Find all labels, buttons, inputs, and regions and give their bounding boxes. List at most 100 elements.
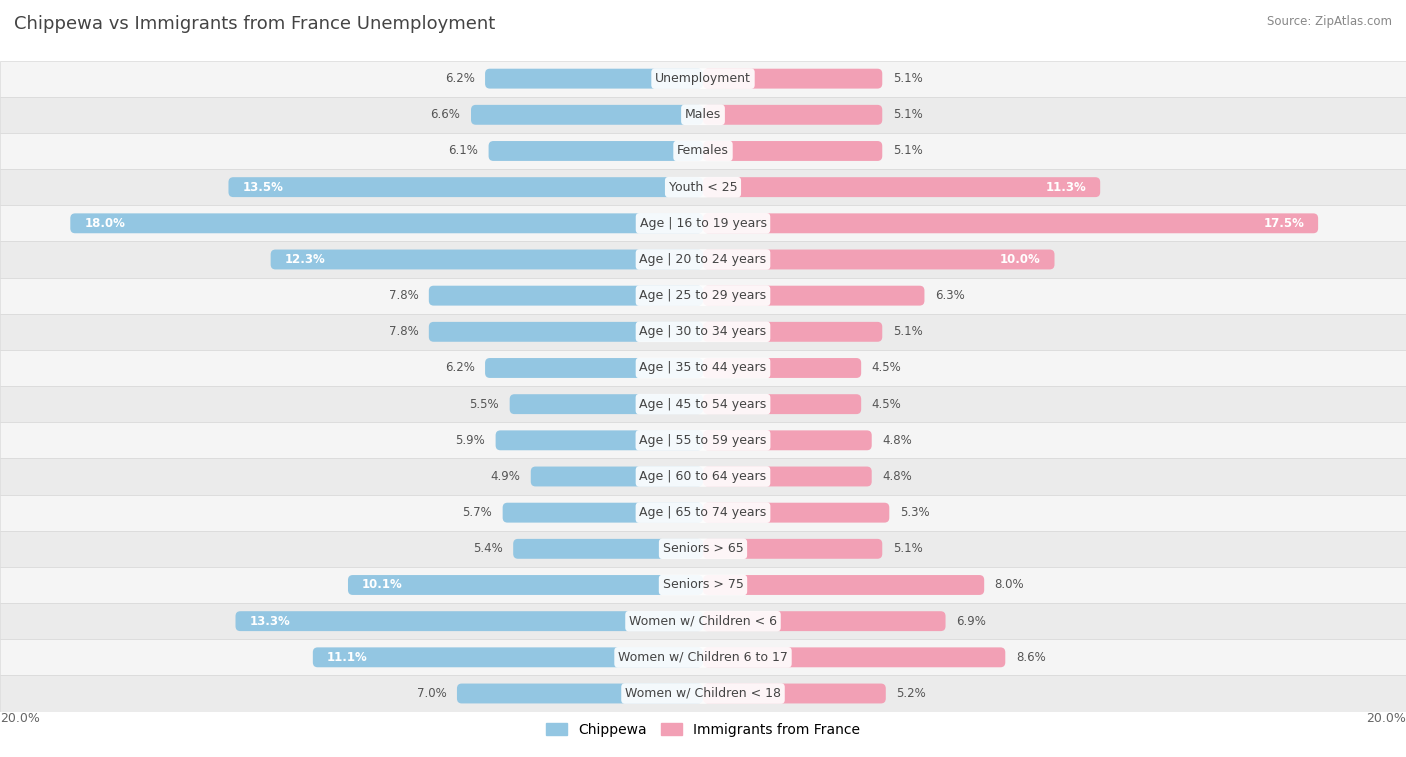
Legend: Chippewa, Immigrants from France: Chippewa, Immigrants from France <box>541 718 865 743</box>
Text: Chippewa vs Immigrants from France Unemployment: Chippewa vs Immigrants from France Unemp… <box>14 15 495 33</box>
Text: 6.3%: 6.3% <box>935 289 965 302</box>
Bar <box>0 205 1406 241</box>
Text: Women w/ Children < 6: Women w/ Children < 6 <box>628 615 778 628</box>
Text: 6.2%: 6.2% <box>444 362 475 375</box>
Text: Youth < 25: Youth < 25 <box>669 181 737 194</box>
Text: Unemployment: Unemployment <box>655 72 751 85</box>
FancyBboxPatch shape <box>485 69 703 89</box>
FancyBboxPatch shape <box>703 647 1005 667</box>
FancyBboxPatch shape <box>531 466 703 487</box>
Text: Age | 20 to 24 years: Age | 20 to 24 years <box>640 253 766 266</box>
Text: 4.8%: 4.8% <box>883 434 912 447</box>
FancyBboxPatch shape <box>703 105 883 125</box>
FancyBboxPatch shape <box>496 431 703 450</box>
Text: Women w/ Children < 18: Women w/ Children < 18 <box>626 687 780 700</box>
Text: 6.6%: 6.6% <box>430 108 461 121</box>
FancyBboxPatch shape <box>703 575 984 595</box>
FancyBboxPatch shape <box>703 394 860 414</box>
Text: Age | 65 to 74 years: Age | 65 to 74 years <box>640 506 766 519</box>
Text: 5.2%: 5.2% <box>897 687 927 700</box>
Text: Age | 30 to 34 years: Age | 30 to 34 years <box>640 326 766 338</box>
FancyBboxPatch shape <box>703 539 883 559</box>
FancyBboxPatch shape <box>489 141 703 161</box>
Text: 5.7%: 5.7% <box>463 506 492 519</box>
Text: Males: Males <box>685 108 721 121</box>
Text: 10.1%: 10.1% <box>363 578 402 591</box>
Text: 13.3%: 13.3% <box>250 615 290 628</box>
Text: 5.1%: 5.1% <box>893 72 922 85</box>
FancyBboxPatch shape <box>703 431 872 450</box>
FancyBboxPatch shape <box>485 358 703 378</box>
Bar <box>0 61 1406 97</box>
Text: 5.1%: 5.1% <box>893 542 922 556</box>
Text: Age | 16 to 19 years: Age | 16 to 19 years <box>640 217 766 230</box>
FancyBboxPatch shape <box>236 611 703 631</box>
Text: Seniors > 75: Seniors > 75 <box>662 578 744 591</box>
Text: 7.0%: 7.0% <box>416 687 447 700</box>
Text: 5.1%: 5.1% <box>893 326 922 338</box>
Text: 8.6%: 8.6% <box>1015 651 1046 664</box>
FancyBboxPatch shape <box>510 394 703 414</box>
Text: 5.1%: 5.1% <box>893 108 922 121</box>
Text: 4.5%: 4.5% <box>872 397 901 410</box>
FancyBboxPatch shape <box>314 647 703 667</box>
FancyBboxPatch shape <box>703 250 1054 269</box>
Bar <box>0 169 1406 205</box>
FancyBboxPatch shape <box>503 503 703 522</box>
Text: 4.5%: 4.5% <box>872 362 901 375</box>
Text: 5.5%: 5.5% <box>470 397 499 410</box>
Bar <box>0 313 1406 350</box>
Text: 11.3%: 11.3% <box>1046 181 1087 194</box>
Bar <box>0 639 1406 675</box>
Bar <box>0 278 1406 313</box>
Text: 8.0%: 8.0% <box>995 578 1025 591</box>
FancyBboxPatch shape <box>471 105 703 125</box>
Text: Age | 55 to 59 years: Age | 55 to 59 years <box>640 434 766 447</box>
Text: 6.1%: 6.1% <box>449 145 478 157</box>
Text: 7.8%: 7.8% <box>388 326 419 338</box>
Bar <box>0 422 1406 459</box>
Text: 11.1%: 11.1% <box>328 651 367 664</box>
FancyBboxPatch shape <box>703 611 945 631</box>
FancyBboxPatch shape <box>703 466 872 487</box>
Bar <box>0 459 1406 494</box>
FancyBboxPatch shape <box>703 285 925 306</box>
Bar <box>0 386 1406 422</box>
Text: 18.0%: 18.0% <box>84 217 125 230</box>
Text: Age | 45 to 54 years: Age | 45 to 54 years <box>640 397 766 410</box>
Bar <box>0 133 1406 169</box>
Text: 6.2%: 6.2% <box>444 72 475 85</box>
FancyBboxPatch shape <box>703 503 889 522</box>
Text: Age | 60 to 64 years: Age | 60 to 64 years <box>640 470 766 483</box>
Text: Females: Females <box>678 145 728 157</box>
Text: 5.3%: 5.3% <box>900 506 929 519</box>
FancyBboxPatch shape <box>349 575 703 595</box>
Text: 5.9%: 5.9% <box>456 434 485 447</box>
Text: Source: ZipAtlas.com: Source: ZipAtlas.com <box>1267 15 1392 28</box>
Bar <box>0 675 1406 712</box>
Bar <box>0 531 1406 567</box>
FancyBboxPatch shape <box>429 285 703 306</box>
FancyBboxPatch shape <box>703 358 860 378</box>
Bar <box>0 241 1406 278</box>
FancyBboxPatch shape <box>229 177 703 197</box>
Text: 12.3%: 12.3% <box>285 253 325 266</box>
Text: 4.8%: 4.8% <box>883 470 912 483</box>
FancyBboxPatch shape <box>270 250 703 269</box>
FancyBboxPatch shape <box>703 322 883 341</box>
FancyBboxPatch shape <box>513 539 703 559</box>
FancyBboxPatch shape <box>457 684 703 703</box>
Text: 5.4%: 5.4% <box>472 542 503 556</box>
Text: Seniors > 65: Seniors > 65 <box>662 542 744 556</box>
FancyBboxPatch shape <box>703 684 886 703</box>
Text: Age | 35 to 44 years: Age | 35 to 44 years <box>640 362 766 375</box>
Text: Women w/ Children 6 to 17: Women w/ Children 6 to 17 <box>619 651 787 664</box>
Bar <box>0 567 1406 603</box>
Bar <box>0 350 1406 386</box>
Text: 5.1%: 5.1% <box>893 145 922 157</box>
Bar <box>0 494 1406 531</box>
Text: 10.0%: 10.0% <box>1000 253 1040 266</box>
Text: 17.5%: 17.5% <box>1263 217 1305 230</box>
FancyBboxPatch shape <box>703 213 1319 233</box>
Text: Age | 25 to 29 years: Age | 25 to 29 years <box>640 289 766 302</box>
